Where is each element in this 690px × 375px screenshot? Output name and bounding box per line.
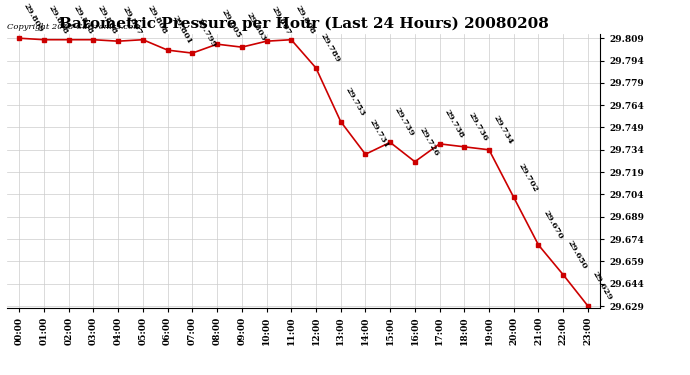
Text: 29.629: 29.629 [591, 270, 613, 302]
Text: 29.670: 29.670 [541, 209, 564, 241]
Text: 29.702: 29.702 [517, 162, 540, 193]
Text: 29.731: 29.731 [368, 118, 391, 150]
Text: 29.726: 29.726 [417, 126, 441, 158]
Text: Copyright 2008 Cartronics.com: Copyright 2008 Cartronics.com [7, 23, 141, 31]
Text: 29.807: 29.807 [269, 5, 293, 37]
Text: 29.734: 29.734 [492, 114, 515, 146]
Text: 29.805: 29.805 [220, 8, 243, 40]
Text: 29.808: 29.808 [96, 4, 119, 36]
Text: 29.736: 29.736 [467, 111, 490, 142]
Text: 29.801: 29.801 [170, 14, 193, 46]
Text: 29.738: 29.738 [442, 108, 465, 140]
Text: 29.808: 29.808 [146, 4, 168, 36]
Text: 29.808: 29.808 [47, 4, 70, 36]
Text: 29.808: 29.808 [72, 4, 95, 36]
Text: 29.803: 29.803 [244, 11, 268, 43]
Text: 29.739: 29.739 [393, 106, 416, 138]
Text: 29.753: 29.753 [344, 86, 366, 117]
Text: 29.789: 29.789 [319, 32, 342, 64]
Text: 29.808: 29.808 [294, 4, 317, 36]
Text: 29.650: 29.650 [566, 239, 589, 271]
Title: Barometric Pressure per Hour (Last 24 Hours) 20080208: Barometric Pressure per Hour (Last 24 Ho… [59, 17, 549, 31]
Text: 29.799: 29.799 [195, 17, 218, 49]
Text: 29.809: 29.809 [22, 2, 45, 34]
Text: 29.807: 29.807 [121, 5, 144, 37]
